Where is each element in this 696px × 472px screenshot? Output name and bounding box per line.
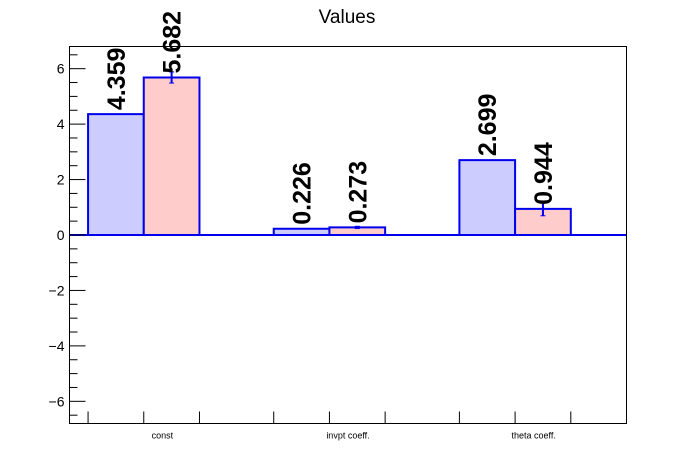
y-tick-label: −6 bbox=[49, 393, 65, 409]
bar-s1-1 bbox=[273, 228, 330, 235]
value-label-s2-2: 0.944 bbox=[530, 142, 558, 205]
plot-frame bbox=[69, 46, 627, 424]
chart-title: Values bbox=[319, 7, 376, 28]
y-tick-label: −4 bbox=[49, 338, 65, 354]
y-tick-label: 4 bbox=[57, 116, 65, 132]
value-label-s1-2: 2.699 bbox=[474, 94, 502, 157]
value-label-s1-1: 0.226 bbox=[289, 162, 317, 225]
axes-layer: −6 −4 −2 0 2 4 6 const invpt coeff. theta coeff. bbox=[49, 54, 627, 441]
labels-layer: 4.359 0.226 2.699 5.682 0.273 0.944 bbox=[103, 11, 558, 225]
bar-s1-2 bbox=[459, 160, 516, 235]
bar-s1-0 bbox=[88, 114, 144, 235]
value-label-s2-1: 0.273 bbox=[344, 161, 372, 224]
bar-outline-s1-2 bbox=[458, 159, 517, 235]
y-tick-label: 0 bbox=[57, 227, 65, 243]
x-category-label: invpt coeff. bbox=[326, 431, 369, 441]
bar-s2-1 bbox=[329, 227, 386, 235]
value-label-s2-0: 5.682 bbox=[159, 11, 187, 74]
bar-s2-0 bbox=[143, 77, 200, 236]
y-tick-label: 6 bbox=[57, 61, 65, 77]
value-label-s1-0: 4.359 bbox=[103, 48, 131, 111]
x-category-label: theta coeff. bbox=[511, 431, 555, 441]
x-category-label: const bbox=[152, 431, 174, 441]
y-tick-label: −2 bbox=[49, 282, 65, 298]
bars-layer bbox=[87, 71, 572, 236]
y-tick-label: 2 bbox=[57, 172, 65, 188]
